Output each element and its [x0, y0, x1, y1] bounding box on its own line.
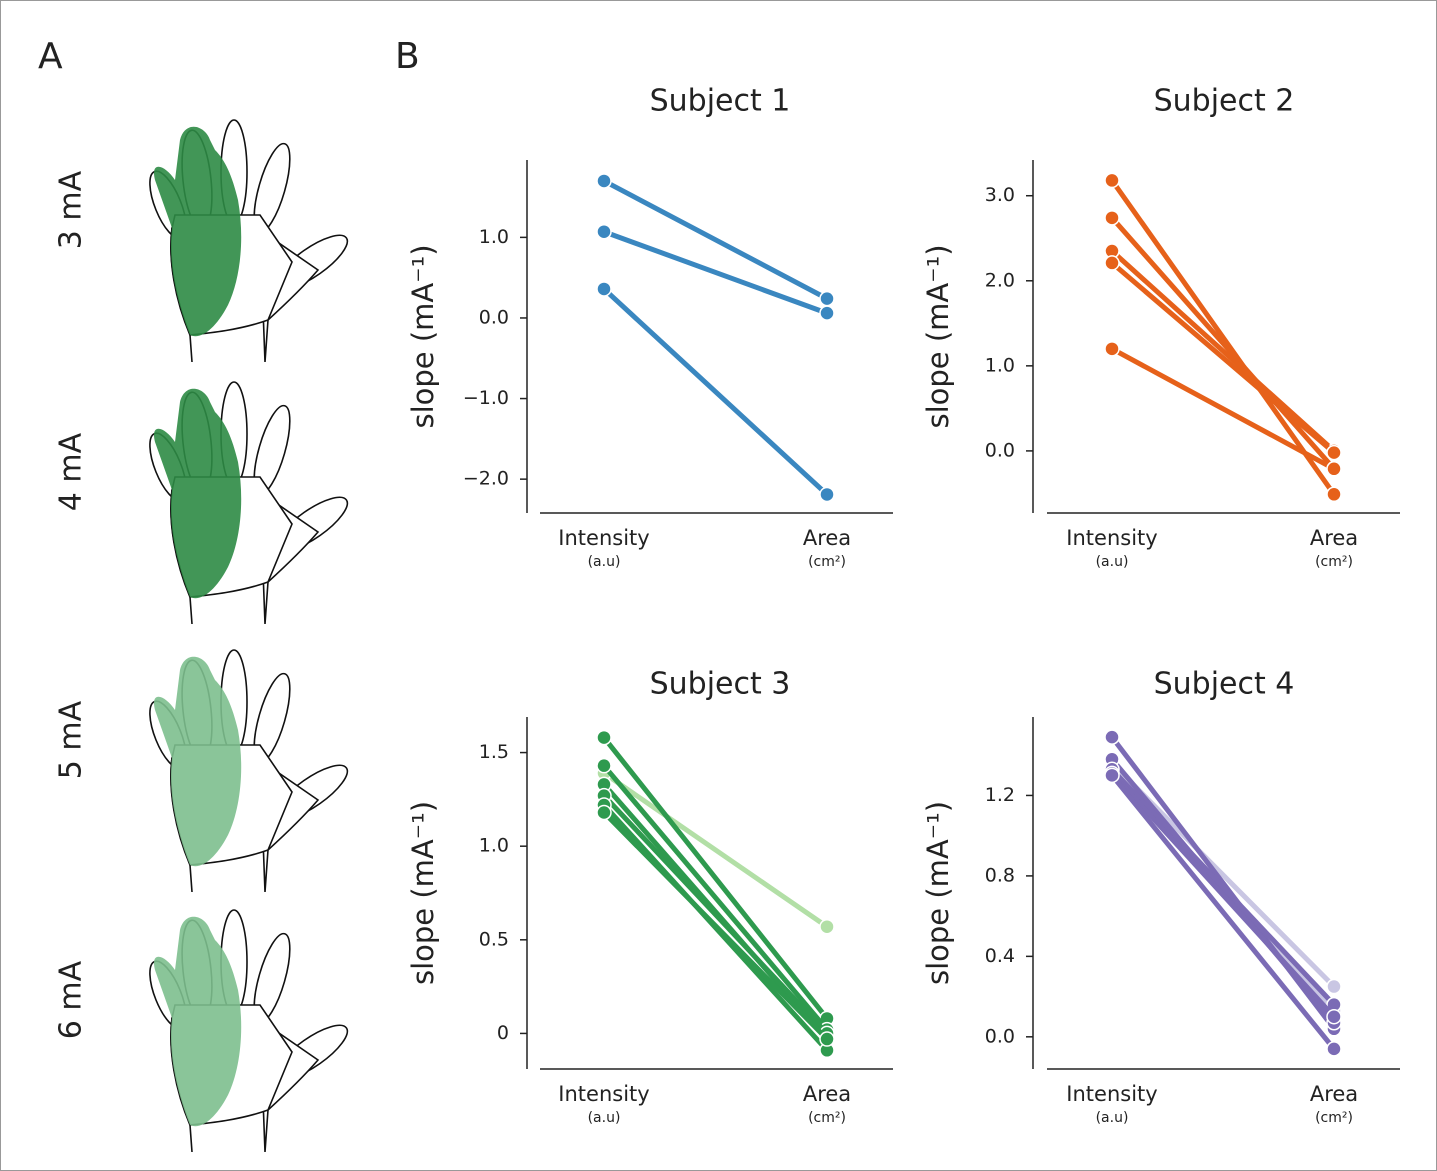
data-point — [820, 487, 834, 501]
hand — [142, 120, 354, 362]
hand — [142, 382, 354, 624]
row-label: 3 mA — [54, 170, 89, 249]
data-point — [1105, 211, 1119, 225]
data-point — [1327, 462, 1341, 476]
data-point — [1327, 487, 1341, 501]
data-point — [1105, 730, 1119, 744]
data-point — [597, 174, 611, 188]
series-line — [604, 289, 827, 495]
y-axis-label: slope (mA⁻¹) — [406, 801, 440, 985]
x-tick-label: Intensity — [558, 1082, 649, 1106]
y-tick-label: 1.2 — [985, 784, 1015, 806]
x-tick-label: Intensity — [558, 526, 649, 550]
x-tick-label: Area — [803, 1082, 851, 1106]
series-line — [1112, 349, 1334, 469]
row-label: 6 mA — [54, 960, 89, 1039]
data-point — [597, 731, 611, 745]
y-tick-label: 0 — [497, 1022, 509, 1044]
series-line — [1112, 775, 1334, 1049]
chart-title: Subject 3 — [650, 667, 791, 702]
x-tick-label: Area — [1310, 1082, 1358, 1106]
series-line — [1112, 773, 1334, 1016]
panel-label: A — [38, 36, 63, 77]
x-tick-unit: (a.u) — [588, 1110, 621, 1126]
x-tick-unit: (a.u) — [1096, 554, 1129, 570]
y-axis-label: slope (mA⁻¹) — [921, 244, 955, 428]
series-line — [604, 766, 827, 1030]
series-line — [1112, 769, 1334, 1004]
series-line — [604, 812, 827, 1039]
x-tick-unit: (cm²) — [1315, 1110, 1353, 1126]
data-point — [820, 292, 834, 306]
panel-label: B — [395, 36, 420, 77]
y-tick-label: 0.0 — [985, 439, 1015, 461]
y-tick-label: −2.0 — [463, 468, 509, 490]
row-label: 5 mA — [54, 700, 89, 779]
chart-title: Subject 1 — [650, 84, 791, 119]
y-tick-label: 0.0 — [985, 1025, 1015, 1047]
data-point — [1327, 980, 1341, 994]
series-line — [1112, 180, 1334, 494]
y-tick-label: 1.0 — [479, 835, 509, 857]
y-axis-label: slope (mA⁻¹) — [921, 801, 955, 985]
series-line — [604, 181, 827, 299]
series-line — [604, 796, 827, 1034]
y-axis-label: slope (mA⁻¹) — [406, 244, 440, 428]
chart-title: Subject 4 — [1154, 667, 1295, 702]
y-tick-label: 0.0 — [479, 306, 509, 328]
data-point — [1105, 173, 1119, 187]
hand-illustrations — [142, 120, 354, 1152]
data-point — [597, 225, 611, 239]
data-point — [597, 805, 611, 819]
y-tick-label: 3.0 — [985, 184, 1015, 206]
data-point — [820, 920, 834, 934]
y-tick-label: 0.4 — [985, 945, 1015, 967]
y-tick-label: 2.0 — [985, 269, 1015, 291]
y-tick-label: 1.0 — [985, 354, 1015, 376]
x-tick-unit: (a.u) — [588, 554, 621, 570]
figure: A B 3 mA 4 mA 5 mA 6 mA Subject 1 slope (mA⁻¹… — [0, 0, 1437, 1171]
y-tick-label: 0.5 — [479, 928, 509, 950]
data-point — [1327, 1010, 1341, 1024]
x-tick-unit: (a.u) — [1096, 1110, 1129, 1126]
x-tick-label: Area — [803, 526, 851, 550]
x-tick-unit: (cm²) — [808, 1110, 846, 1126]
x-tick-label: Intensity — [1066, 526, 1157, 550]
y-tick-label: −1.0 — [463, 387, 509, 409]
data-point — [1105, 768, 1119, 782]
data-point — [820, 1032, 834, 1046]
data-point — [1327, 1042, 1341, 1056]
y-tick-label: 1.5 — [479, 741, 509, 763]
row-label: 4 mA — [54, 432, 89, 511]
x-tick-label: Intensity — [1066, 1082, 1157, 1106]
x-tick-unit: (cm²) — [808, 554, 846, 570]
y-tick-label: 0.8 — [985, 864, 1015, 886]
data-point — [1327, 446, 1341, 460]
x-tick-label: Area — [1310, 526, 1358, 550]
x-tick-unit: (cm²) — [1315, 554, 1353, 570]
series-line — [1112, 263, 1334, 453]
y-tick-label: 1.0 — [479, 226, 509, 248]
chart-title: Subject 2 — [1154, 84, 1295, 119]
hand — [142, 910, 354, 1152]
series-line — [1112, 218, 1334, 469]
hand — [142, 650, 354, 892]
data-point — [597, 282, 611, 296]
data-point — [820, 306, 834, 320]
data-point — [1105, 342, 1119, 356]
data-point — [597, 759, 611, 773]
data-point — [1105, 256, 1119, 270]
series-line — [604, 232, 827, 313]
series-line — [604, 738, 827, 1019]
